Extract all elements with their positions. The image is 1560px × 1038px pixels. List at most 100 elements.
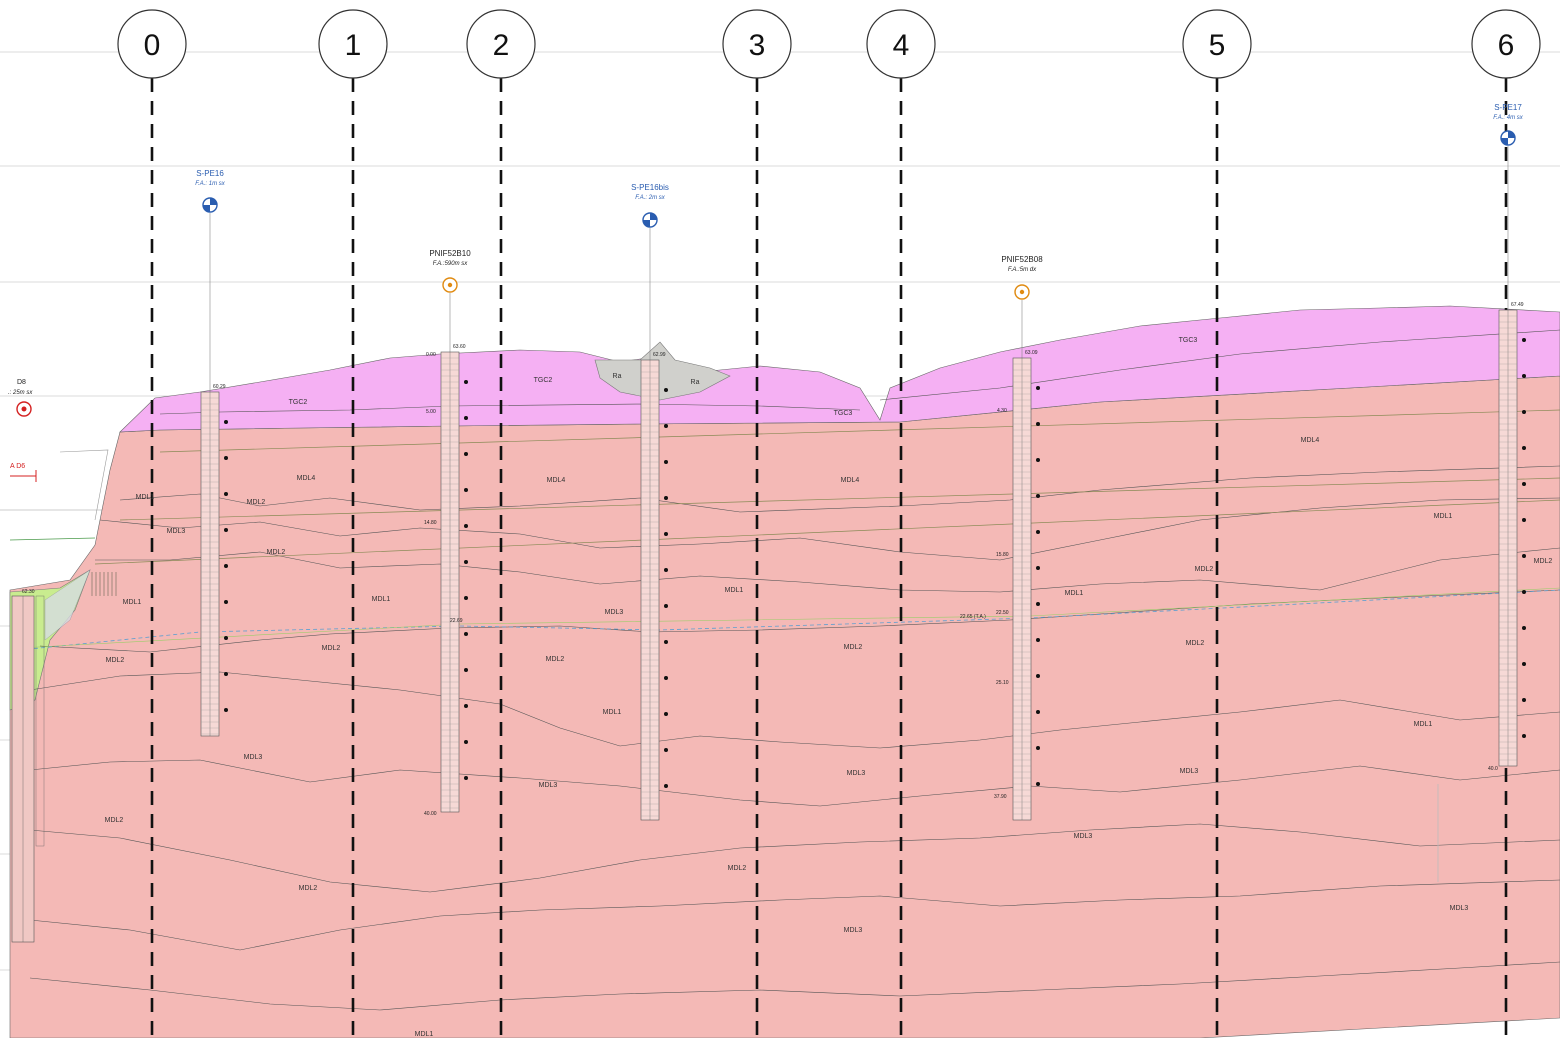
unit-label-mdl2: MDL2 <box>1186 640 1205 647</box>
spt-dot <box>224 708 228 712</box>
left-borehole-name: D8 <box>17 379 26 386</box>
left-borehole-offset: .: 25m sx <box>8 390 33 396</box>
borehole-offset: F.A.:590m sx <box>433 261 469 267</box>
spt-dot <box>1036 638 1040 642</box>
axis-label-0: 0 <box>144 29 161 62</box>
left-borehole-symbol <box>16 401 32 417</box>
depth-label: 4.30 <box>997 408 1007 414</box>
spt-dot <box>1036 458 1040 462</box>
spt-dot <box>224 420 228 424</box>
ra-pocket <box>594 341 731 401</box>
axis-label-5: 5 <box>1209 29 1226 62</box>
axis-circle-4 <box>866 9 936 79</box>
left-ref-label: A D6 <box>10 463 25 470</box>
water-table-line <box>19 589 1560 651</box>
unit-label-mdl4: MDL4 <box>1301 437 1320 444</box>
unit-label-mdl2: MDL2 <box>1534 558 1553 565</box>
axis-circle-3 <box>722 9 792 79</box>
unit-label-mdl2: MDL2 <box>728 865 747 872</box>
guide-lines <box>9 409 1560 565</box>
spt-dot <box>464 668 468 672</box>
unit-label-mdl3: MDL3 <box>539 782 558 789</box>
borehole-name: S-PE17 <box>1494 103 1522 112</box>
spt-dot <box>664 568 668 572</box>
axis-label-6: 6 <box>1498 29 1515 62</box>
spt-dot <box>1522 446 1526 450</box>
spt-dot <box>464 596 468 600</box>
spt-dot <box>664 604 668 608</box>
spt-dot <box>664 532 668 536</box>
spt-dot <box>1522 518 1526 522</box>
unit-label-mdl3: MDL3 <box>167 528 186 535</box>
depth-label: 40.00 <box>424 811 437 817</box>
spt-dot <box>1036 530 1040 534</box>
axis-circle-2 <box>466 9 536 79</box>
spt-dot <box>664 460 668 464</box>
unit-label-mdl2: MDL2 <box>267 549 286 556</box>
spt-dot <box>1522 662 1526 666</box>
unit-label-tgc3: TGC3 <box>1179 337 1198 344</box>
spt-dot <box>224 564 228 568</box>
axis-markers: 0 1 2 3 4 5 6 <box>117 9 1541 79</box>
spt-dot <box>1036 674 1040 678</box>
unit-label-mdl4: MDL4 <box>841 477 860 484</box>
borehole-offset: F.A.: 2m sx <box>635 195 666 201</box>
borehole-elevation: 62.99 <box>653 352 666 358</box>
borehole-offset: F.A.: 1m sx <box>195 181 226 187</box>
spt-dot <box>664 748 668 752</box>
spt-dot <box>664 676 668 680</box>
spt-dot <box>464 740 468 744</box>
spt-dot <box>1036 782 1040 786</box>
borehole-S-PE17: S-PE17 F.A.: 4m sx 67.49 <box>1493 103 1526 767</box>
spt-dot <box>1522 410 1526 414</box>
borehole-name: S-PE16 <box>196 169 224 178</box>
axis-label-1: 1 <box>345 29 362 62</box>
depth-label: 37.90 <box>994 794 1007 800</box>
axis-label-3: 3 <box>749 29 766 62</box>
unit-label-mdl3: MDL3 <box>244 754 263 761</box>
borehole-elevation: 60.29 <box>213 384 226 390</box>
spt-dot <box>464 488 468 492</box>
spt-dot <box>224 528 228 532</box>
spt-dot <box>1522 554 1526 558</box>
borehole-name: S-PE16bis <box>631 183 669 192</box>
depth-label: 0.00 <box>426 352 436 358</box>
depth-label: 14.80 <box>424 520 437 526</box>
borehole-columns: S-PE16 F.A.: 1m sx 60.29 PNIF52B10 F.A.:590m… <box>195 103 1526 821</box>
spt-dot <box>1036 602 1040 606</box>
spt-dot <box>224 600 228 604</box>
unit-label-mdl4: MDL4 <box>547 477 566 484</box>
depth-label: 15.80 <box>996 552 1009 558</box>
spt-dot <box>224 456 228 460</box>
axis-circle-0 <box>117 9 187 79</box>
left-panel: D8 .: 25m sx A D6 62.30 <box>8 379 45 943</box>
spt-dot <box>1036 710 1040 714</box>
spt-dot <box>224 492 228 496</box>
depth-label: 22.69 <box>450 618 463 624</box>
spt-dot <box>464 380 468 384</box>
unit-label-mdl2: MDL2 <box>844 644 863 651</box>
unit-label-mdl1: MDL1 <box>1065 590 1084 597</box>
spt-dot <box>664 640 668 644</box>
borehole-PNIF52B10: PNIF52B10 F.A.:590m sx 63.60 <box>429 249 471 813</box>
unit-labels: TGC2 TGC2 TGC3 TGC3 Ra Ra MDL4 MDL4 MDL4 MDL4 MDL1… <box>105 337 1553 1038</box>
unit-label-mdl3: MDL3 <box>1180 768 1199 775</box>
spt-dot <box>464 632 468 636</box>
spt-dot <box>1036 566 1040 570</box>
borehole-S-PE16: S-PE16 F.A.: 1m sx 60.29 <box>195 169 228 737</box>
spt-dot <box>464 704 468 708</box>
spt-dot <box>1522 734 1526 738</box>
contact-lines <box>29 329 1560 1011</box>
unit-label-mdl2: MDL2 <box>546 656 565 663</box>
spt-dot <box>224 672 228 676</box>
spt-dot <box>1522 626 1526 630</box>
axis-circle-5 <box>1182 9 1252 79</box>
unit-label-tgc3: TGC3 <box>834 410 853 417</box>
depth-label: 40.0 <box>1488 766 1498 772</box>
spt-dot <box>1036 386 1040 390</box>
spt-dot <box>1036 746 1040 750</box>
borehole-elevation: 67.49 <box>1511 302 1524 308</box>
spt-dot <box>664 388 668 392</box>
depth-label: 22.50 <box>996 610 1009 616</box>
axis-circle-1 <box>318 9 388 79</box>
